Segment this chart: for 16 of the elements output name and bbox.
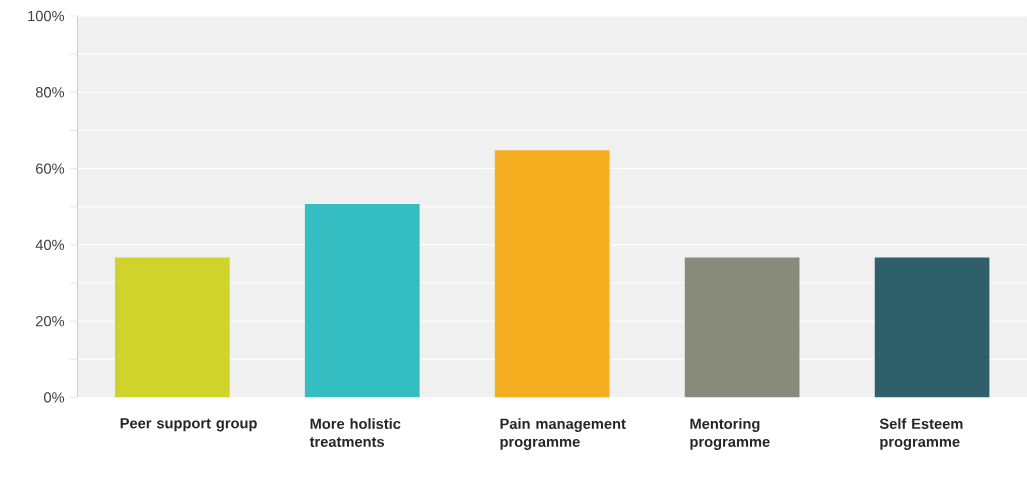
y-tick-label: 0% [44, 392, 65, 403]
x-tick-label: Pain management programme [500, 418, 626, 451]
y-tick-label: 100% [28, 10, 65, 22]
y-tick-label: 20% [36, 316, 65, 327]
x-tick-label: More holistic treatments [309, 418, 401, 448]
bar [304, 204, 420, 398]
x-tick-label: Self Esteem programme [879, 418, 963, 451]
x-tick-label: Peer support group [120, 418, 257, 432]
bar [114, 257, 230, 398]
y-tick-label: 60% [36, 163, 65, 174]
bar [874, 257, 990, 398]
y-tick-label: 40% [35, 239, 65, 251]
bar [494, 150, 610, 398]
y-tick-label: 80% [35, 87, 65, 98]
bar [684, 257, 800, 398]
x-tick-label: Mentoring programme [690, 418, 770, 451]
